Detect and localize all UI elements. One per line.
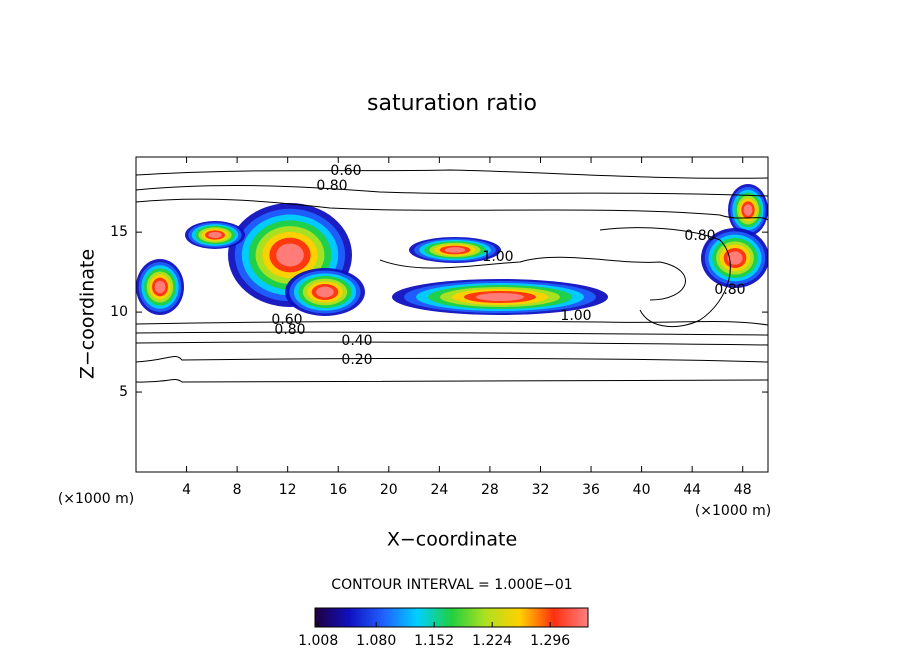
x-tick-label: 12 (279, 482, 297, 498)
contour-label: 1.00 (560, 308, 591, 324)
contour-label: 0.80 (316, 178, 347, 194)
axes: 4 8 12 16 20 24 28 32 36 40 44 48510150.600.801.001… (110, 157, 768, 498)
contour-label: 0.40 (341, 333, 372, 349)
colorbar-tick-label: 1.008 (298, 633, 338, 649)
plot-frame (135, 156, 769, 473)
colorbar-tick-label: 1.080 (356, 633, 396, 649)
field-blob (743, 204, 753, 216)
colorbar-tick-label: 1.296 (530, 633, 570, 649)
x-tick-label: 32 (532, 482, 550, 498)
x-unit-label: (×1000 m) (695, 503, 771, 519)
x-tick-label: 48 (734, 482, 752, 498)
contour-label: 0.80 (684, 228, 715, 244)
colorbar-tick-label: 1.224 (472, 633, 512, 649)
contour-label: 0.20 (341, 352, 372, 368)
x-axis-label: X−coordinate (387, 529, 517, 551)
field (136, 184, 768, 316)
contour-label: 0.80 (274, 322, 305, 338)
colorbar-tick-label: 1.152 (414, 633, 454, 649)
y-tick-label: 5 (119, 384, 128, 400)
chart-title: saturation ratio (367, 91, 537, 116)
x-tick-label: 28 (481, 482, 499, 498)
x-tick-label: 4 (182, 482, 191, 498)
field-blob (276, 243, 304, 267)
field-blob (208, 231, 222, 239)
contour-label: 0.60 (271, 312, 302, 328)
x-tick-label: 40 (633, 482, 651, 498)
field-blob (476, 293, 524, 301)
field-blob (316, 286, 334, 298)
x-tick-label: 8 (233, 482, 242, 498)
y-axis-label: Z−coordinate (77, 249, 99, 379)
field-blob (444, 247, 466, 253)
colorbar (314, 607, 589, 628)
y-tick-label: 10 (110, 304, 128, 320)
contour-label: 1.00 (482, 249, 513, 265)
contour-lines (136, 169, 768, 383)
x-tick-label: 44 (683, 482, 701, 498)
x-tick-label: 36 (582, 482, 600, 498)
contour-label: 0.80 (714, 282, 745, 298)
field-blob (727, 251, 743, 265)
x-tick-label: 24 (430, 482, 448, 498)
colorbar-ticks: 1.008 1.080 1.152 1.224 1.296 (298, 622, 570, 649)
field-blob (154, 280, 166, 294)
contour-interval: CONTOUR INTERVAL = 1.000E−01 (331, 577, 572, 593)
x-tick-label: 20 (380, 482, 398, 498)
contour-label: 0.60 (330, 163, 361, 179)
x-unit-label: (×1000 m) (58, 491, 134, 507)
y-tick-label: 15 (110, 224, 128, 240)
x-tick-label: 16 (329, 482, 347, 498)
